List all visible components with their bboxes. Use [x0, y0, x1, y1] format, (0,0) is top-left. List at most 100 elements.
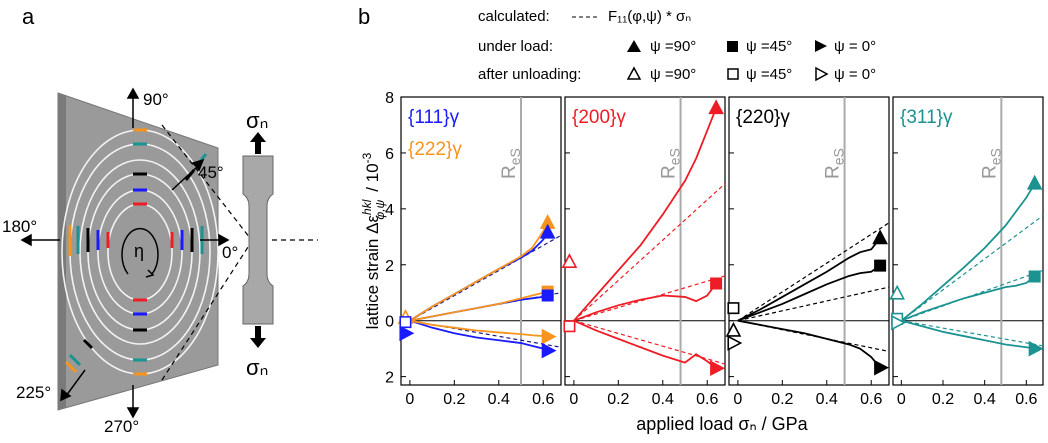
measured-line — [900, 275, 1036, 322]
legend-label: ψ =45° — [746, 66, 792, 83]
x-tick-label: 0.2 — [607, 391, 629, 408]
sigma-label: σₙ — [246, 355, 268, 380]
marker — [561, 253, 578, 268]
x-tick-label: 0 — [897, 391, 906, 408]
legend: calculated: F₁₁(φ,ψ) * σₙ under load: ψ … — [478, 8, 876, 83]
reference-label: ReS — [823, 148, 847, 179]
measured-line — [409, 222, 549, 322]
y-axis-label-text: lattice strain Δε — [363, 215, 382, 330]
panel-label: b — [358, 4, 370, 29]
calculated-line — [573, 320, 726, 365]
x-tick-label: 0.4 — [974, 391, 996, 408]
marker — [539, 223, 556, 239]
marker — [727, 335, 743, 351]
x-axis-label: applied load σₙ / GPa — [636, 414, 808, 434]
marker — [541, 328, 557, 345]
y-tick-label: 4 — [385, 202, 394, 219]
panel-title: {200}γ — [572, 107, 626, 128]
legend-marker — [626, 66, 642, 80]
angle-label: 90° — [143, 90, 169, 109]
measured-line — [737, 264, 881, 322]
y-tick-label: 6 — [385, 146, 394, 163]
angle-label: 270° — [104, 417, 139, 436]
legend-label: F₁₁(φ,ψ) * σₙ — [608, 8, 691, 25]
y-axis-label-unit-sup: -3 — [360, 152, 374, 163]
panel-title: {111}γ — [408, 107, 460, 128]
panel-title: {311}γ — [900, 107, 953, 128]
marker — [710, 277, 723, 290]
x-tick-label: 0.2 — [932, 391, 954, 408]
reference-label-main: R — [979, 165, 1000, 179]
beam-lines — [161, 124, 318, 381]
marker — [725, 321, 742, 337]
legend-label: ψ =90° — [650, 38, 696, 55]
marker — [874, 259, 887, 272]
calculated-line — [901, 320, 1044, 347]
marker — [874, 359, 889, 376]
y-tick-label: 2 — [385, 258, 394, 275]
reference-label: ReS — [979, 148, 1003, 179]
legend-marker — [815, 66, 829, 82]
x-tick-label: 0.6 — [860, 391, 882, 408]
angle-label: 45° — [198, 163, 224, 182]
marker — [889, 284, 905, 300]
calculated-line — [737, 222, 890, 322]
panel: 0 0.2 0.4 0.6 ReS {311}γ — [889, 96, 1044, 408]
x-tick-label: 0.6 — [696, 391, 718, 408]
legend-marker — [727, 41, 738, 52]
legend-label: ψ = 0° — [834, 66, 876, 83]
marker — [710, 360, 725, 377]
measured-line — [409, 319, 548, 338]
plot-frame — [728, 96, 890, 386]
panel: 0 0.2 0.4 0.6 ReS {200}γ — [561, 96, 726, 408]
y-axis-label-unit: / 10 — [363, 163, 382, 191]
x-tick-label: 0 — [733, 391, 742, 408]
legend-marker — [727, 68, 739, 80]
x-tick-label: 0 — [569, 391, 578, 408]
marker — [872, 229, 888, 245]
eta-label: η — [134, 241, 144, 261]
marker — [1028, 340, 1044, 357]
marker — [541, 289, 554, 302]
panel: 0 0.2 0.4 0.6 ReS {220}γ — [725, 96, 890, 408]
legend-label: ψ =90° — [650, 66, 696, 83]
measured-line — [573, 107, 717, 322]
marker — [727, 302, 740, 315]
x-tick-label: 0.4 — [488, 391, 510, 408]
legend-marker — [627, 40, 641, 52]
measured-line — [901, 319, 1035, 350]
specimen — [242, 155, 274, 325]
x-tick-label: 0 — [405, 391, 414, 408]
legend-label: ψ =45° — [746, 38, 792, 55]
marker — [399, 325, 415, 342]
marker — [891, 314, 907, 331]
plot-frame — [892, 96, 1044, 386]
reference-label-main: R — [499, 165, 520, 179]
reference-label: ReS — [659, 148, 683, 179]
plot-frame — [400, 96, 562, 386]
measured-line — [573, 282, 717, 322]
y-tick-label: 0 — [385, 314, 394, 331]
y-axis-label-sub: φ,ψ — [373, 199, 387, 219]
reference-label-sub: eS — [667, 148, 683, 165]
x-tick-label: 0.2 — [443, 391, 465, 408]
marker — [1026, 174, 1043, 190]
eta-arrow — [121, 227, 159, 278]
y-tick-label: 2 — [385, 370, 394, 387]
legend-label: ψ = 0° — [834, 38, 876, 55]
marker — [563, 320, 576, 333]
measured-line — [737, 237, 881, 322]
reference-label: ReS — [499, 148, 523, 179]
legend-marker — [815, 40, 827, 52]
calculated-line — [573, 183, 726, 322]
y-tick-label: 8 — [385, 90, 394, 107]
panel-title: {220}γ — [736, 107, 790, 128]
calculated-line — [737, 286, 890, 322]
x-tick-label: 0.4 — [816, 391, 838, 408]
angle-label: 180° — [2, 217, 37, 236]
calculated-line — [409, 320, 562, 348]
panel-title: {222}γ — [408, 139, 462, 160]
x-tick-label: 0.6 — [1015, 391, 1037, 408]
